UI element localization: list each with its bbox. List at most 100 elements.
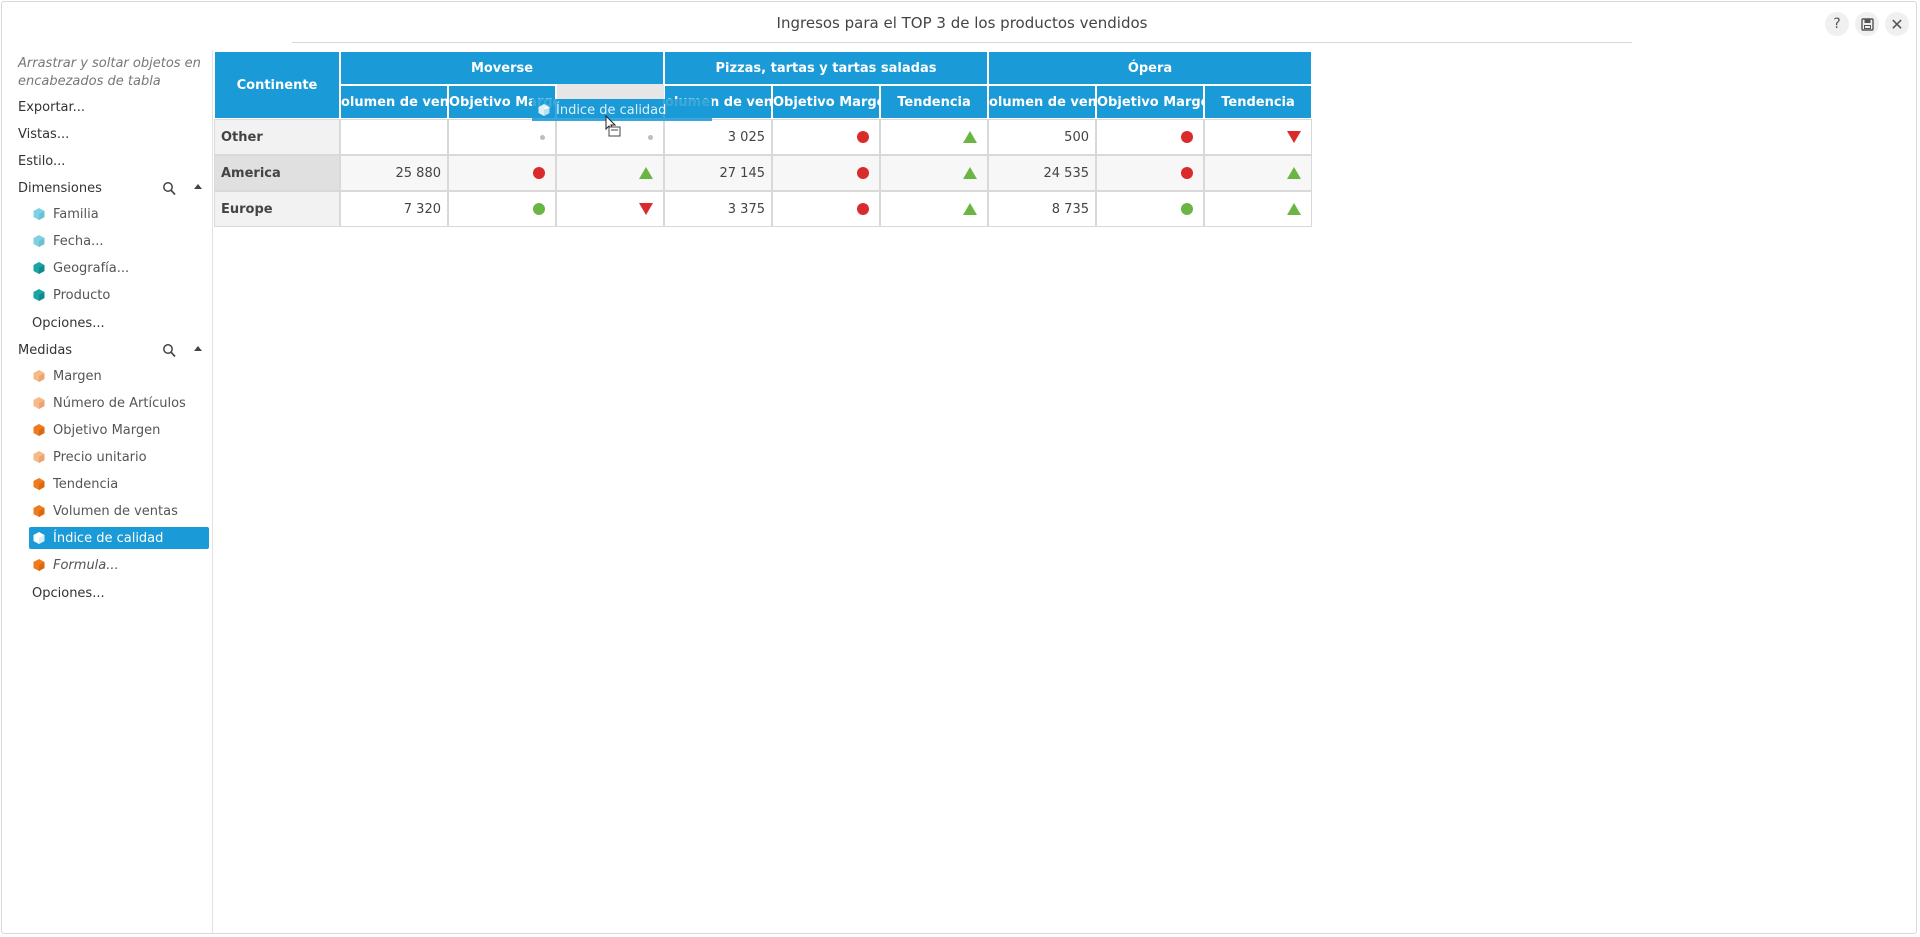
red-dot-icon: [533, 167, 545, 179]
measure-item-objetivo-margen[interactable]: Objetivo Margen: [29, 419, 209, 441]
red-dot-icon: [857, 167, 869, 179]
dimension-item-producto[interactable]: Producto: [29, 284, 209, 306]
table-cell: [448, 155, 556, 191]
drop-copy-icon: [608, 126, 621, 137]
measure-cube-icon: [33, 505, 45, 517]
trend-up-icon: [963, 131, 977, 143]
row-header-europe[interactable]: Europe: [214, 191, 340, 227]
dimension-item-fecha[interactable]: Fecha...: [29, 230, 209, 252]
table-cell: [880, 191, 988, 227]
table-cell: [556, 155, 664, 191]
views-link[interactable]: Vistas...: [18, 127, 70, 142]
drag-hint: Arrastrar y soltar objetos en encabezado…: [18, 56, 201, 89]
export-link[interactable]: Exportar...: [18, 100, 86, 115]
dimension-cube-icon: [33, 262, 45, 274]
subheader-objetivo[interactable]: Objetivo Margen: [772, 85, 880, 119]
measure-cube-icon: [33, 424, 45, 436]
drag-ghost[interactable]: Índice de calidad: [532, 99, 712, 121]
table-cell: [1096, 155, 1204, 191]
corner-header[interactable]: Continente: [214, 51, 340, 119]
collapse-icon[interactable]: [194, 184, 202, 189]
drag-ghost-label: Índice de calidad: [556, 102, 667, 118]
trend-up-icon: [639, 167, 653, 179]
measure-item-tendencia[interactable]: Tendencia: [29, 473, 209, 495]
measure-item-precio-unitario[interactable]: Precio unitario: [29, 446, 209, 468]
green-dot-icon: [533, 203, 545, 215]
measure-cube-icon: [33, 451, 45, 463]
close-button[interactable]: ✕: [1885, 12, 1909, 36]
table-cell: [772, 119, 880, 155]
dimensions-options-link[interactable]: Opciones...: [32, 316, 105, 331]
table-cell: [880, 155, 988, 191]
table-cell: [556, 191, 664, 227]
dimension-cube-icon: [33, 208, 45, 220]
table-cell: [772, 155, 880, 191]
dimension-item-familia[interactable]: Familia: [29, 203, 209, 225]
group-header-pizzas[interactable]: Pizzas, tartas y tartas saladas: [664, 51, 988, 85]
close-icon: ✕: [1890, 14, 1904, 34]
measures-header[interactable]: Medidas: [18, 343, 206, 363]
measure-item-volumen-ventas[interactable]: Volumen de ventas: [29, 500, 209, 522]
measure-item-margen[interactable]: Margen: [29, 365, 209, 387]
collapse-icon[interactable]: [194, 346, 202, 351]
neutral-dot-icon: [648, 134, 653, 140]
red-dot-icon: [1181, 167, 1193, 179]
trend-up-icon: [1287, 203, 1301, 215]
trend-up-icon: [1287, 167, 1301, 179]
measure-item-numero-articulos[interactable]: Número de Artículos: [29, 392, 209, 414]
table-cell: 25 880: [340, 155, 448, 191]
help-button[interactable]: ?: [1825, 12, 1849, 36]
red-dot-icon: [857, 131, 869, 143]
measures-label: Medidas: [18, 343, 73, 358]
measure-item-indice-calidad[interactable]: Índice de calidad: [29, 527, 209, 549]
save-button[interactable]: [1855, 12, 1879, 36]
row-header-other[interactable]: Other: [214, 119, 340, 155]
window-title: Ingresos para el TOP 3 de los productos …: [776, 14, 1148, 32]
measure-cube-icon: [33, 559, 45, 571]
measure-item-formula[interactable]: Formula...: [29, 554, 209, 576]
drop-indicator: [557, 84, 664, 99]
table-cell: 8 735: [988, 191, 1096, 227]
title-divider: [292, 42, 1632, 43]
dimension-cube-icon: [33, 289, 45, 301]
subheader-volumen[interactable]: olumen de venta: [988, 85, 1096, 119]
row-header-america[interactable]: America: [214, 155, 340, 191]
table-cell: [448, 119, 556, 155]
style-link[interactable]: Estilo...: [18, 154, 66, 169]
dimensions-header[interactable]: Dimensiones: [18, 181, 206, 201]
red-dot-icon: [1181, 131, 1193, 143]
measure-cube-icon: [538, 104, 550, 116]
table-cell: [340, 119, 448, 155]
dimensions-label: Dimensiones: [18, 181, 102, 196]
subheader-objetivo[interactable]: Objetivo Margen: [1096, 85, 1204, 119]
dimension-item-geografia[interactable]: Geografía...: [29, 257, 209, 279]
table-cell: [1096, 191, 1204, 227]
table-cell: [1096, 119, 1204, 155]
measure-cube-icon: [33, 532, 45, 544]
field-list-panel: Arrastrar y soltar objetos en encabezado…: [2, 50, 213, 934]
group-header-opera[interactable]: Ópera: [988, 51, 1312, 85]
measure-cube-icon: [33, 478, 45, 490]
red-dot-icon: [857, 203, 869, 215]
search-icon[interactable]: [162, 343, 176, 359]
save-icon: [1860, 17, 1874, 31]
table-cell: [772, 191, 880, 227]
table-cell: 3 025: [664, 119, 772, 155]
dimension-cube-icon: [33, 235, 45, 247]
group-header-moverse[interactable]: Moverse: [340, 51, 664, 85]
table-cell: 500: [988, 119, 1096, 155]
trend-up-icon: [963, 167, 977, 179]
table-cell: [448, 191, 556, 227]
measures-options-link[interactable]: Opciones...: [32, 586, 105, 601]
question-icon: ?: [1833, 16, 1841, 32]
subheader-tendencia[interactable]: Tendencia: [1204, 85, 1312, 119]
search-icon[interactable]: [162, 181, 176, 197]
trend-up-icon: [963, 203, 977, 215]
subheader-tendencia[interactable]: Tendencia: [880, 85, 988, 119]
trend-down-icon: [639, 203, 653, 215]
table-cell: [1204, 119, 1312, 155]
table-cell: 27 145: [664, 155, 772, 191]
subheader-volumen[interactable]: olumen de venta: [340, 85, 448, 119]
table-cell: 3 375: [664, 191, 772, 227]
